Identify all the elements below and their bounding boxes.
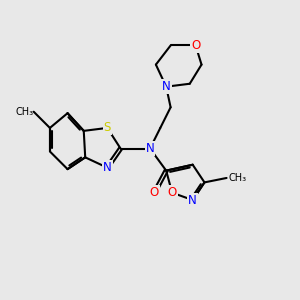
Text: N: N [162,80,171,93]
Text: N: N [188,194,197,207]
Text: O: O [191,39,200,52]
Text: S: S [103,122,111,134]
Text: O: O [167,186,177,199]
Text: CH₃: CH₃ [16,107,34,117]
Text: N: N [103,161,112,174]
Text: O: O [150,186,159,199]
Text: N: N [146,142,154,155]
Text: CH₃: CH₃ [228,173,246,183]
